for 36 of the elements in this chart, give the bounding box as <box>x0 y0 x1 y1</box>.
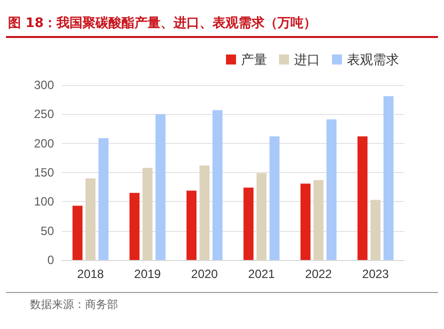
y-tick-label: 50 <box>40 224 54 238</box>
y-tick-label: 0 <box>47 253 54 267</box>
legend-label: 产量 <box>241 52 267 67</box>
y-tick-label: 100 <box>34 194 54 209</box>
x-tick-label: 2022 <box>305 267 332 281</box>
bar <box>86 178 96 260</box>
source-note: 数据来源：商务部 <box>30 297 118 312</box>
bar <box>256 173 266 260</box>
y-tick-label: 200 <box>34 136 54 150</box>
bar <box>142 168 152 260</box>
bar <box>326 119 336 260</box>
bar <box>370 200 380 260</box>
chart-title: 图 18：我国聚碳酸酯产量、进口、表观需求（万吨） <box>8 14 317 32</box>
y-tick-label: 250 <box>34 107 54 122</box>
y-tick-label: 150 <box>34 166 54 180</box>
bar <box>358 136 368 260</box>
bar <box>314 180 324 260</box>
bar <box>186 190 196 260</box>
bar <box>270 136 280 260</box>
bar <box>72 206 82 260</box>
bar <box>384 96 394 260</box>
bar <box>98 138 108 260</box>
bar <box>244 188 254 260</box>
x-tick-label: 2018 <box>77 267 104 281</box>
y-tick-label: 300 <box>34 78 54 92</box>
bar <box>300 184 310 260</box>
x-tick-label: 2020 <box>191 267 218 281</box>
bar <box>200 166 210 260</box>
bar <box>156 114 166 260</box>
legend-label: 进口 <box>294 52 320 67</box>
legend-label: 表观需求 <box>347 52 399 67</box>
x-tick-label: 2019 <box>134 267 162 281</box>
x-tick-label: 2021 <box>248 267 276 281</box>
x-tick-label: 2023 <box>362 267 390 281</box>
bar <box>130 192 140 260</box>
bar <box>212 110 222 260</box>
